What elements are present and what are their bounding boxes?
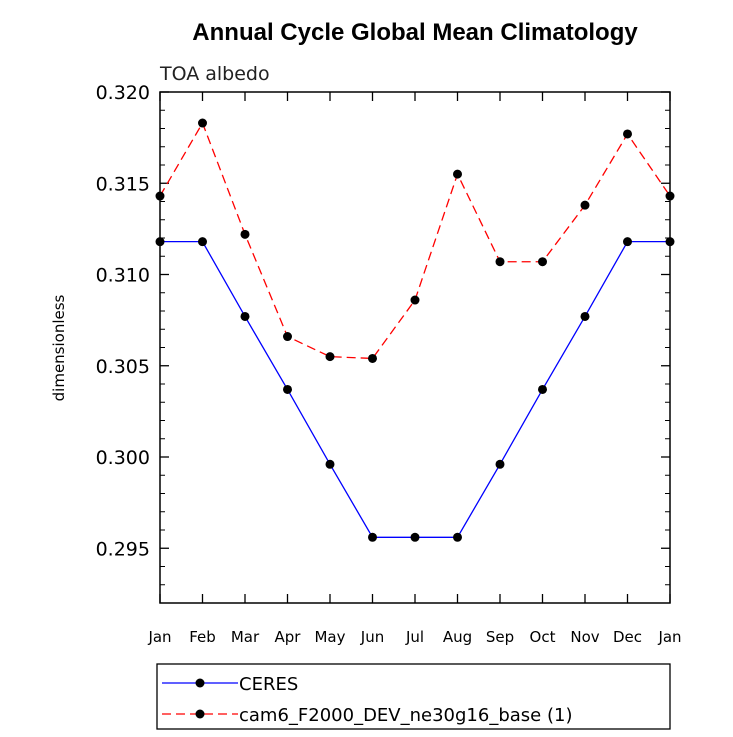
data-point bbox=[368, 532, 377, 542]
data-point bbox=[283, 332, 292, 342]
x-tick-label: Feb bbox=[189, 628, 216, 646]
x-tick-label: Sep bbox=[486, 628, 514, 646]
data-point bbox=[198, 118, 207, 128]
y-tick-label: 0.315 bbox=[96, 173, 150, 195]
data-point bbox=[495, 459, 505, 469]
series-line-0 bbox=[160, 240, 670, 538]
y-tick-label: 0.305 bbox=[96, 356, 150, 378]
x-tick-label: Mar bbox=[231, 628, 260, 646]
legend-label-ceres: CERES bbox=[239, 674, 298, 695]
data-point bbox=[155, 191, 165, 201]
x-tick-label: Aug bbox=[443, 628, 472, 646]
series-group bbox=[155, 118, 675, 542]
data-point bbox=[155, 237, 165, 247]
data-point bbox=[368, 353, 377, 363]
x-tick-label: Dec bbox=[613, 628, 642, 646]
plot-frame bbox=[159, 91, 671, 604]
legend-marker-cam6 bbox=[195, 709, 205, 719]
y-tick-label: 0.300 bbox=[96, 447, 150, 469]
x-tick-label: Jan bbox=[147, 628, 171, 646]
data-point bbox=[283, 384, 292, 394]
legend-box bbox=[156, 663, 671, 730]
legend-marker-ceres bbox=[195, 678, 205, 688]
data-point bbox=[623, 129, 632, 139]
x-tick-label: Jul bbox=[405, 628, 424, 646]
axis-ticks bbox=[159, 91, 671, 604]
chart-subtitle: TOA albedo bbox=[159, 63, 270, 85]
data-point bbox=[453, 532, 462, 542]
series-line-1 bbox=[159, 121, 671, 360]
y-tick-labels: 0.295 0.300 0.305 0.310 0.315 0.320 bbox=[96, 82, 150, 560]
data-point bbox=[198, 237, 207, 247]
data-point bbox=[325, 459, 335, 469]
data-point bbox=[665, 191, 675, 201]
data-point bbox=[240, 229, 250, 239]
data-point bbox=[580, 311, 590, 321]
y-tick-label: 0.295 bbox=[96, 538, 150, 560]
legend-label-cam6: cam6_F2000_DEV_ne30g16_base (1) bbox=[239, 705, 572, 726]
data-point bbox=[495, 257, 505, 267]
chart-title: Annual Cycle Global Mean Climatology bbox=[192, 19, 638, 46]
y-tick-label: 0.310 bbox=[96, 265, 150, 287]
data-point bbox=[665, 237, 675, 247]
x-tick-label: Apr bbox=[275, 628, 302, 646]
data-point bbox=[410, 532, 420, 542]
data-point bbox=[410, 295, 420, 305]
x-tick-label: Jan bbox=[657, 628, 681, 646]
data-point bbox=[580, 200, 590, 210]
x-tick-label: May bbox=[314, 628, 345, 646]
data-point bbox=[538, 257, 547, 267]
data-point bbox=[623, 237, 632, 247]
x-tick-label: Jun bbox=[360, 628, 384, 646]
legend: CERES cam6_F2000_DEV_ne30g16_base (1) bbox=[156, 663, 671, 730]
data-point bbox=[538, 384, 547, 394]
data-point bbox=[240, 311, 250, 321]
data-point bbox=[453, 169, 462, 179]
y-axis-label: dimensionless bbox=[50, 294, 68, 401]
y-tick-label: 0.320 bbox=[96, 82, 150, 104]
x-tick-label: Oct bbox=[530, 628, 556, 646]
x-tick-labels: Jan Feb Mar Apr May Jun Jul Aug Sep Oct Nov Dec Jan bbox=[147, 628, 681, 646]
x-tick-label: Nov bbox=[570, 628, 599, 646]
data-point bbox=[325, 352, 335, 362]
